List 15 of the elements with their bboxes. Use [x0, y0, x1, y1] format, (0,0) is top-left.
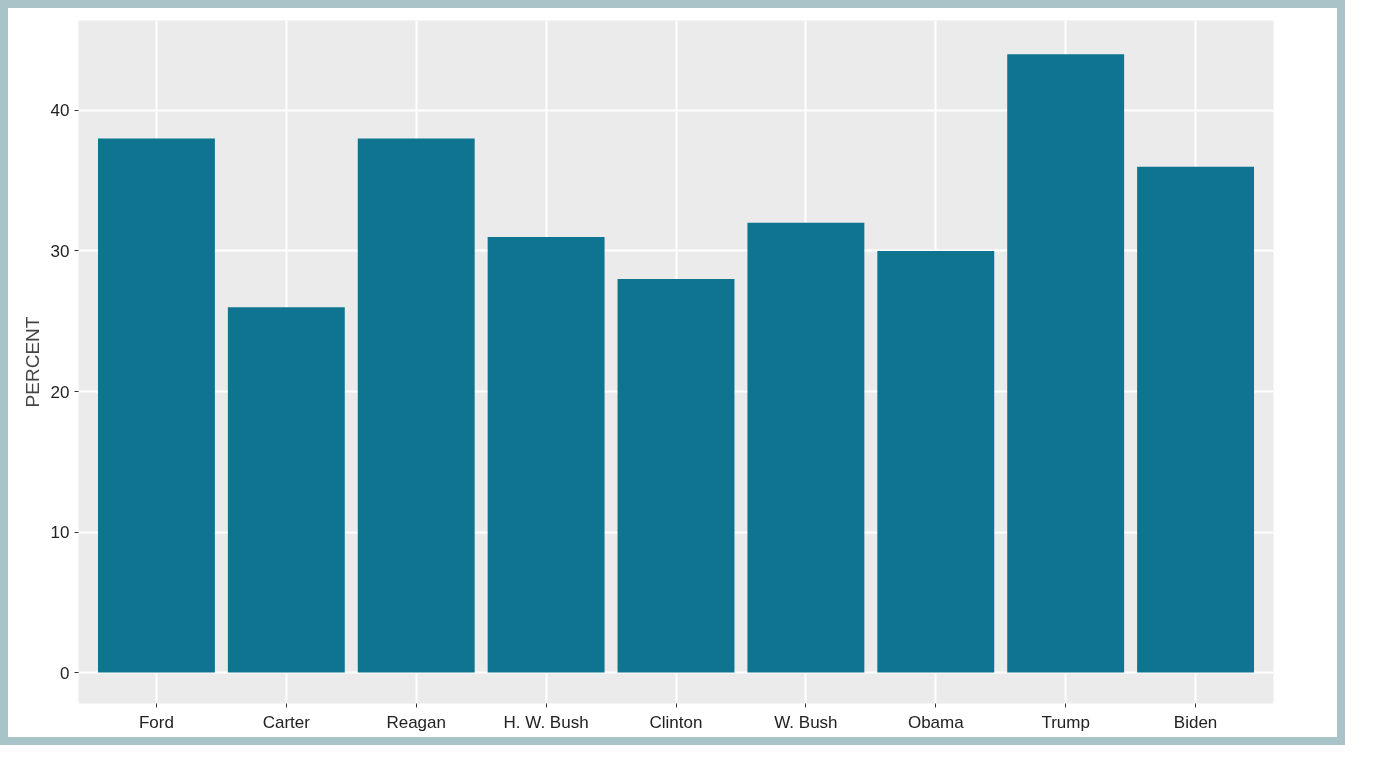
y-tick-label: 40: [50, 101, 70, 121]
x-tick-label: Obama: [907, 712, 965, 732]
x-tick-label: Ford: [138, 712, 174, 732]
x-tick-label: H. W. Bush: [503, 712, 589, 732]
y-tick-label: 10: [50, 523, 70, 543]
x-tick-label: Carter: [262, 712, 311, 732]
x-tick-label: Clinton: [649, 712, 703, 732]
x-tick-label: W. Bush: [774, 712, 838, 732]
y-tick-label: 30: [50, 241, 70, 261]
x-tick-label: Biden: [1173, 712, 1218, 732]
x-tick-label: Trump: [1041, 712, 1090, 732]
x-tick-label: Reagan: [386, 712, 446, 732]
y-tick-label: 0: [60, 663, 70, 683]
y-tick-label: 20: [50, 382, 70, 402]
y-axis-title: PERCENT: [21, 316, 43, 408]
